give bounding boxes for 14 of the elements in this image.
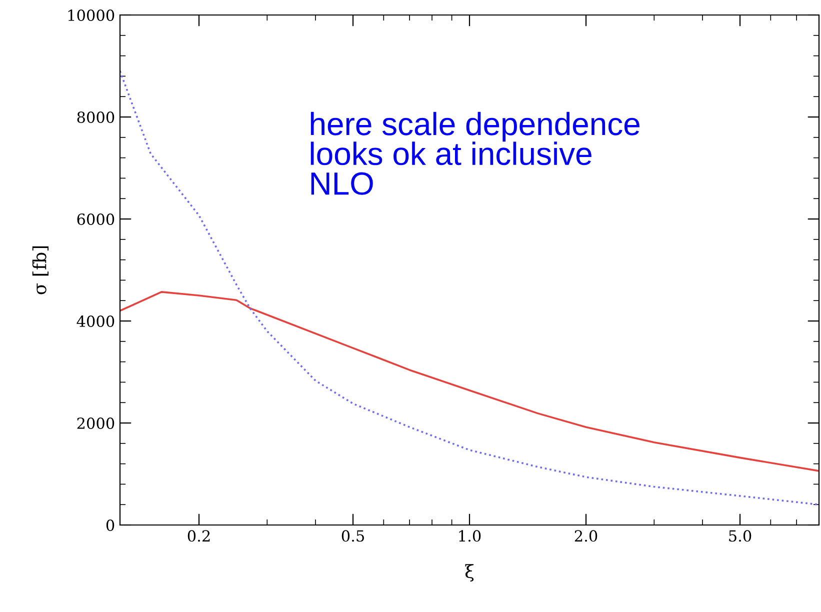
- y-tick-label: 10000: [68, 9, 114, 22]
- x-tick-label: 1.0: [459, 530, 481, 542]
- x-tick-label: 5.0: [729, 530, 752, 542]
- x-tick-label: 2.0: [574, 530, 598, 542]
- y-tick-label: 6000: [77, 213, 114, 226]
- x-axis-title: ξ: [465, 564, 474, 582]
- y-tick-label: 0: [106, 519, 114, 532]
- x-tick-label: 0.5: [342, 530, 364, 542]
- y-tick-label: 8000: [77, 111, 114, 124]
- x-tick-label: 0.2: [188, 530, 210, 542]
- y-tick-label: 4000: [76, 315, 114, 328]
- annotation: here scale dependence looks ok at inclusive NLO: [310, 112, 640, 195]
- y-tick-label: 2000: [77, 417, 114, 430]
- y-axis-title: σ [fb]: [32, 246, 48, 294]
